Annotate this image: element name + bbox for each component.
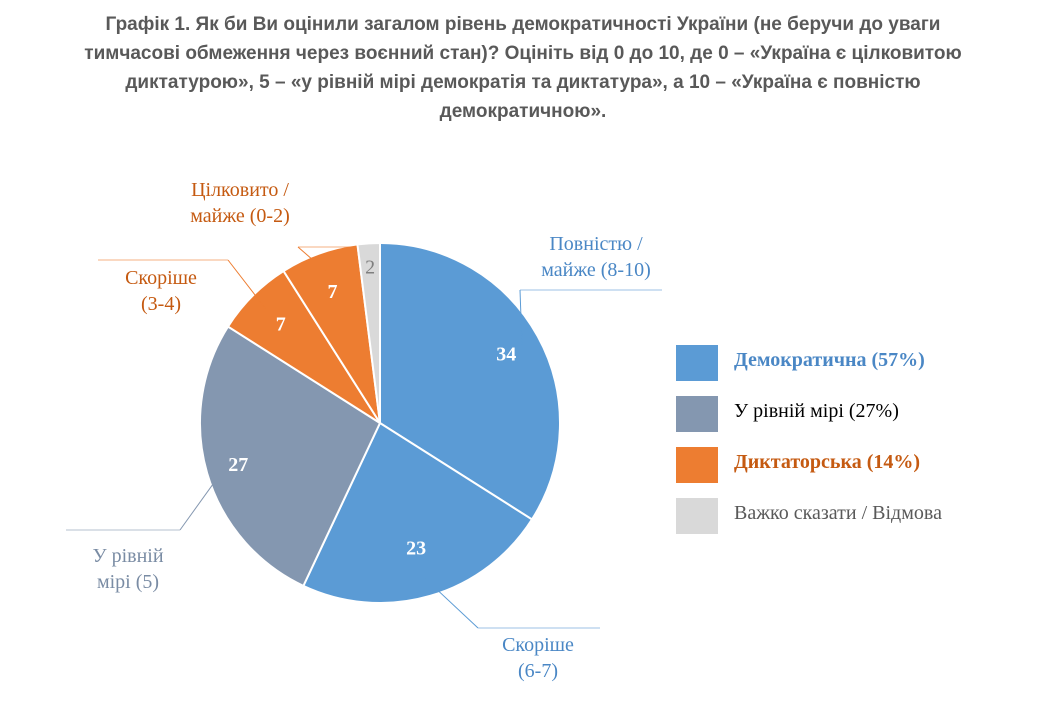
legend-swatch <box>676 345 718 381</box>
chart-title-line: демократичною». <box>439 101 607 122</box>
slice-label: Повністю / майже (8-10) <box>541 233 651 281</box>
leader-line <box>179 467 225 531</box>
slice-label-line: (3-4) <box>141 293 181 315</box>
value-label: 2 <box>365 257 375 279</box>
slice-label-line: (6-7) <box>518 660 558 682</box>
legend-label: У рівній мірі (27%) <box>734 400 899 422</box>
pie-slice[interactable] <box>199 325 382 588</box>
pie-slice[interactable] <box>379 241 561 521</box>
slice-label-line: У рівній <box>92 545 163 567</box>
chart-title: Графік 1. Як би Ви оцінили загалом рівен… <box>0 10 1046 126</box>
slice-label-line: Скоріше <box>502 634 574 656</box>
slice-label-line: Скоріше <box>125 267 197 289</box>
legend-swatch <box>676 396 718 432</box>
leader-line <box>297 246 326 271</box>
leader-line <box>519 289 523 345</box>
pie-slice[interactable] <box>356 241 381 424</box>
slice-label-line: майже (8-10) <box>541 259 651 281</box>
slice-label-line: мірі (5) <box>97 571 159 593</box>
slice-label: У рівній мірі (5) <box>92 545 163 593</box>
legend-label: Демократична (57%) <box>734 349 925 371</box>
legend-swatch <box>676 498 718 534</box>
value-label: 23 <box>406 537 426 559</box>
slice-label: Цілковито / майже (0-2) <box>190 179 290 227</box>
chart-title-line: диктатурою», 5 – «у рівній мірі демократ… <box>125 72 921 93</box>
slice-label-line: Повністю / <box>549 233 643 255</box>
value-label: 7 <box>327 281 337 303</box>
value-label: 7 <box>276 314 286 336</box>
leader-line <box>424 578 479 629</box>
slice-label: Скоріше (6-7) <box>502 634 574 682</box>
slice-label-line: майже (0-2) <box>190 205 290 227</box>
slice-label: Скоріше (3-4) <box>125 267 197 315</box>
slice-label-line: Цілковито / <box>191 179 289 201</box>
legend-swatch <box>676 447 718 483</box>
value-label: 34 <box>496 344 516 366</box>
pie-slice[interactable] <box>302 421 534 604</box>
chart-title-line: тимчасові обмеження через воєнний стан)?… <box>84 43 962 64</box>
chart-title-line: Графік 1. Як би Ви оцінили загалом рівен… <box>105 14 941 35</box>
value-label: 27 <box>228 454 248 476</box>
legend-label: Важко сказати / Відмова <box>734 502 942 524</box>
legend-label: Диктаторська (14%) <box>734 451 921 473</box>
leader-line <box>227 259 266 309</box>
